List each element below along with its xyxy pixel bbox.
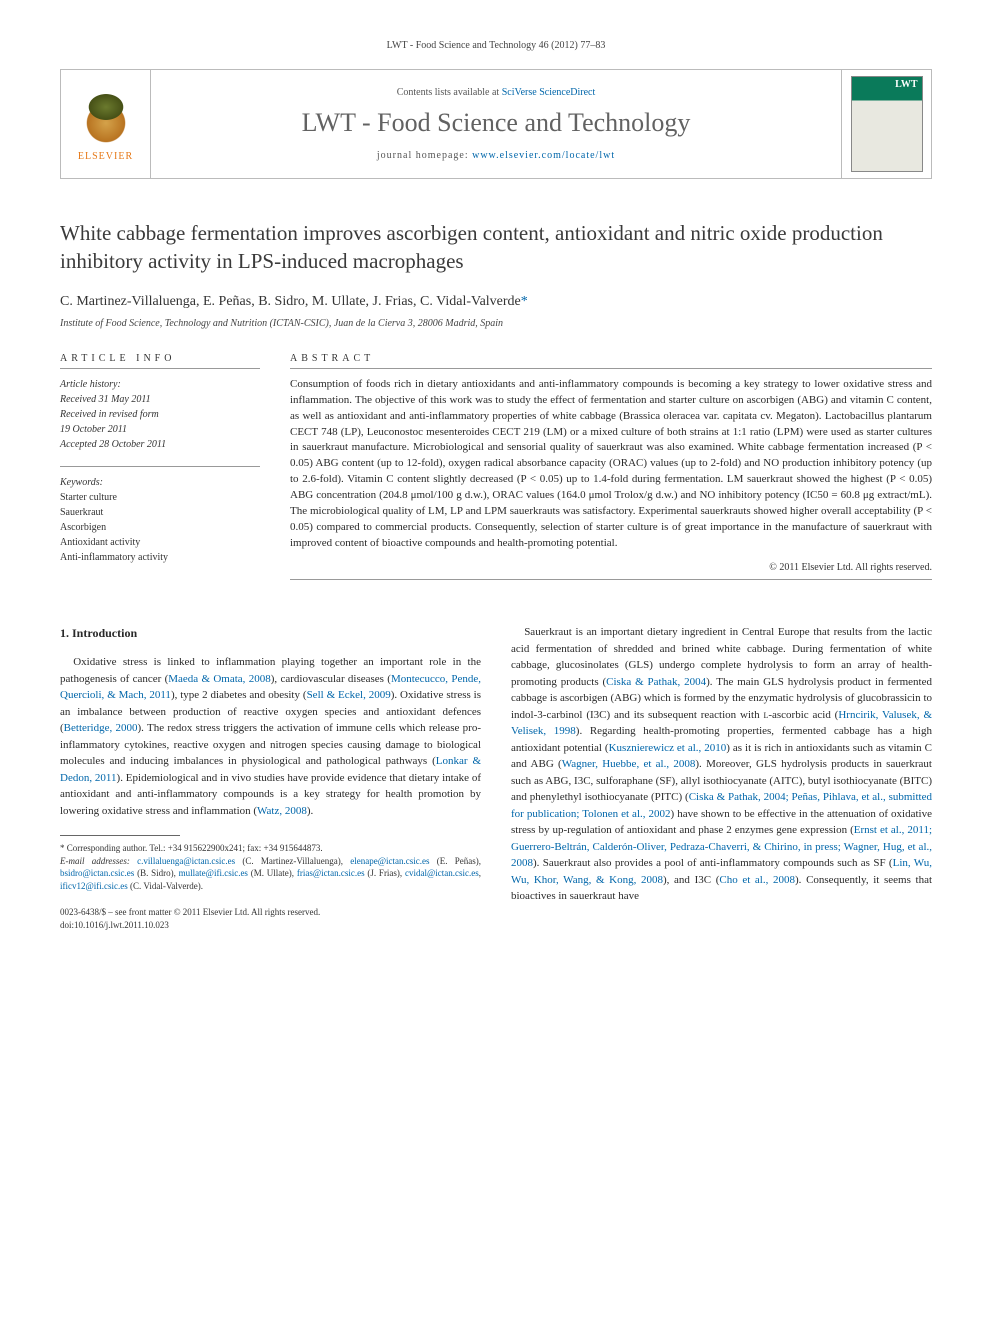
citation-link[interactable]: Ciska & Pathak, 2004 (606, 676, 706, 688)
email-link[interactable]: elenape@ictan.csic.es (350, 856, 429, 866)
text-run: (M. Ullate), (248, 868, 297, 878)
email-link[interactable]: bsidro@ictan.csic.es (60, 868, 134, 878)
text-run: (C. Vidal-Valverde). (128, 881, 203, 891)
abstract-heading: abstract (290, 353, 932, 364)
citation-link[interactable]: Watz, 2008 (257, 805, 307, 817)
contents-line: Contents lists available at SciVerse Sci… (397, 87, 596, 98)
text-run: , (479, 868, 481, 878)
footer-meta: 0023-6438/$ – see front matter © 2011 El… (60, 906, 481, 931)
corresponding-marker: * (521, 294, 528, 309)
text-run: ). (307, 805, 313, 817)
divider (60, 368, 260, 369)
body-paragraph: Oxidative stress is linked to inflammati… (60, 654, 481, 819)
text-run: (B. Sidro), (134, 868, 178, 878)
abstract-text: Consumption of foods rich in dietary ant… (290, 377, 932, 552)
article-title: White cabbage fermentation improves asco… (60, 219, 932, 276)
text-run: (J. Frias), (365, 868, 405, 878)
journal-header: ELSEVIER Contents lists available at Sci… (60, 69, 932, 179)
email-addresses: E-mail addresses: c.villaluenga@ictan.cs… (60, 855, 481, 893)
body-paragraph: Sauerkraut is an important dietary ingre… (511, 624, 932, 905)
abstract-copyright: © 2011 Elsevier Ltd. All rights reserved… (290, 562, 932, 573)
left-column: 1. Introduction Oxidative stress is link… (60, 624, 481, 932)
divider (60, 466, 260, 467)
citation-link[interactable]: Kusznierewicz et al., 2010 (609, 742, 727, 754)
cover-image (851, 76, 923, 172)
article-info-column: article info Article history: Received 3… (60, 353, 260, 588)
header-center: Contents lists available at SciVerse Sci… (151, 70, 841, 178)
elsevier-tree-icon (76, 87, 136, 147)
article-history: Article history: Received 31 May 2011 Re… (60, 377, 260, 452)
keyword: Starter culture (60, 490, 260, 505)
section-heading: 1. Introduction (60, 624, 481, 642)
doi-line: doi:10.1016/j.lwt.2011.10.023 (60, 919, 481, 932)
text-run: ), cardiovascular diseases ( (271, 673, 391, 685)
revised-date: 19 October 2011 (60, 422, 260, 437)
sciencedirect-link[interactable]: SciVerse ScienceDirect (502, 87, 596, 98)
history-label: Article history: (60, 377, 260, 392)
text-run: ), and I3C ( (663, 874, 719, 886)
revised-label: Received in revised form (60, 407, 260, 422)
citation-link[interactable]: Betteridge, 2000 (64, 722, 138, 734)
elsevier-label: ELSEVIER (78, 151, 133, 162)
keyword: Ascorbigen (60, 520, 260, 535)
contents-prefix: Contents lists available at (397, 87, 502, 98)
homepage-prefix: journal homepage: (377, 150, 472, 161)
cover-thumbnail[interactable] (841, 70, 931, 178)
text-run: ), type 2 diabetes and obesity ( (171, 689, 307, 701)
email-link[interactable]: ificv12@ifi.csic.es (60, 881, 128, 891)
divider (290, 368, 932, 369)
footnote-divider (60, 835, 180, 836)
abstract-column: abstract Consumption of foods rich in di… (290, 353, 932, 588)
issn-line: 0023-6438/$ – see front matter © 2011 El… (60, 906, 481, 919)
authors-line: C. Martinez-Villaluenga, E. Peñas, B. Si… (60, 294, 932, 310)
divider (290, 579, 932, 580)
homepage-line: journal homepage: www.elsevier.com/locat… (377, 150, 615, 161)
citation-link[interactable]: Cho et al., 2008 (719, 874, 795, 886)
keyword: Sauerkraut (60, 505, 260, 520)
homepage-link[interactable]: www.elsevier.com/locate/lwt (472, 150, 615, 161)
citation-link[interactable]: Sell & Eckel, 2009 (307, 689, 391, 701)
authors-names: C. Martinez-Villaluenga, E. Peñas, B. Si… (60, 294, 521, 309)
journal-reference: LWT - Food Science and Technology 46 (20… (60, 40, 932, 51)
keywords-block: Keywords: Starter culture Sauerkraut Asc… (60, 475, 260, 565)
text-run: -ascorbic acid ( (768, 709, 838, 721)
keyword: Antioxidant activity (60, 535, 260, 550)
citation-link[interactable]: Maeda & Omata, 2008 (168, 673, 270, 685)
received-date: Received 31 May 2011 (60, 392, 260, 407)
email-link[interactable]: c.villaluenga@ictan.csic.es (137, 856, 235, 866)
citation-link[interactable]: Wagner, Huebbe, et al., 2008 (562, 758, 696, 770)
text-run: (E. Peñas), (430, 856, 481, 866)
keyword: Anti-inflammatory activity (60, 550, 260, 565)
keywords-label: Keywords: (60, 475, 260, 490)
email-link[interactable]: cvidal@ictan.csic.es (405, 868, 479, 878)
article-info-heading: article info (60, 353, 260, 364)
footnotes: * Corresponding author. Tel.: +34 915622… (60, 842, 481, 892)
accepted-date: Accepted 28 October 2011 (60, 437, 260, 452)
affiliation: Institute of Food Science, Technology an… (60, 318, 932, 329)
journal-title: LWT - Food Science and Technology (302, 108, 691, 138)
body-columns: 1. Introduction Oxidative stress is link… (60, 624, 932, 932)
text-run: (C. Martinez-Villaluenga), (235, 856, 350, 866)
right-column: Sauerkraut is an important dietary ingre… (511, 624, 932, 932)
text-run: ). Sauerkraut also provides a pool of an… (533, 857, 893, 869)
elsevier-logo[interactable]: ELSEVIER (61, 70, 151, 178)
email-link[interactable]: mullate@ifi.csic.es (179, 868, 248, 878)
emails-label: E-mail addresses: (60, 856, 130, 866)
corresponding-author-note: * Corresponding author. Tel.: +34 915622… (60, 842, 481, 855)
email-link[interactable]: frias@ictan.csic.es (297, 868, 365, 878)
